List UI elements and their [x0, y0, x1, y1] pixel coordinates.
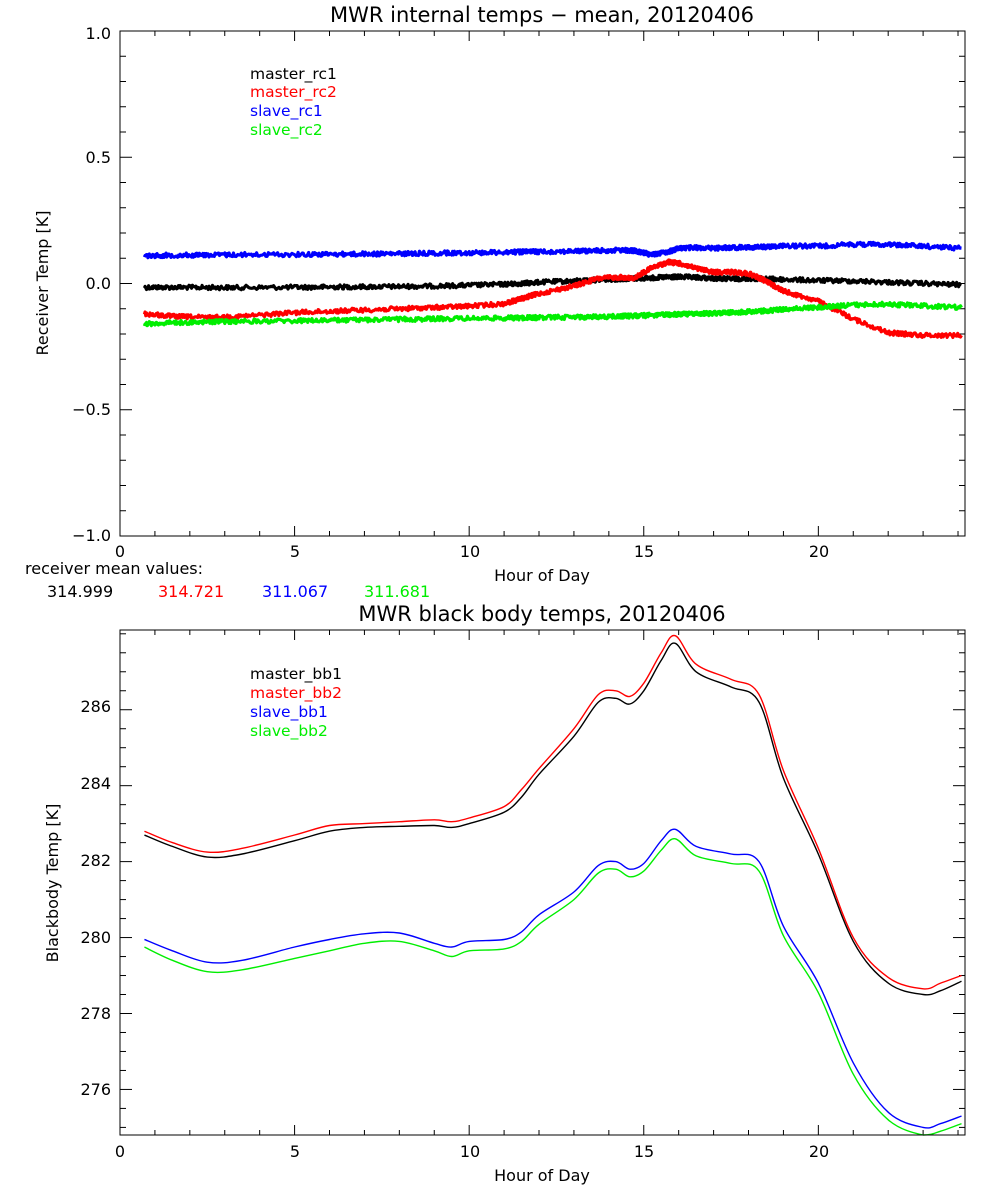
receiver-legend: master_rc1 master_rc2 slave_rc1 slave_rc…	[250, 65, 337, 140]
x-tick-label: 20	[809, 542, 829, 561]
receiver-series-slave-rc1	[142, 240, 963, 260]
y-tick-label: −1.0	[72, 526, 111, 545]
receiver-series-master-rc1	[142, 273, 963, 292]
x-tick-label: 5	[290, 542, 300, 561]
y-tick-label: 278	[80, 1004, 111, 1023]
x-tick-label: 15	[634, 542, 654, 561]
x-tick-label: 10	[460, 542, 480, 561]
x-tick-label: 5	[290, 1142, 300, 1161]
blackbody-series-master-bb1	[144, 642, 962, 996]
blackbody-plot-frame	[119, 629, 966, 1136]
receiver-plot-frame	[119, 30, 966, 537]
blackbody-series-slave-bb2	[144, 838, 962, 1136]
legend-entry-master-rc2: master_rc2	[250, 83, 337, 102]
y-tick-label: 280	[80, 928, 111, 947]
blackbody-x-axis-label: Hour of Day	[494, 1166, 590, 1185]
y-tick-label: 1.0	[86, 24, 111, 43]
receiver-series-master-rc2	[142, 258, 963, 339]
y-tick-label: 286	[80, 697, 111, 716]
receiver-temp-panel: MWR internal temps − mean, 20120406 0 5 …	[33, 3, 966, 585]
x-tick-label: 0	[115, 1142, 125, 1161]
blackbody-temp-panel: MWR black body temps, 20120406 0 5 10 15…	[43, 602, 966, 1185]
legend-entry-slave-rc1: slave_rc1	[250, 102, 323, 121]
legend-entry-master-bb1: master_bb1	[250, 665, 342, 684]
x-tick-label: 0	[115, 542, 125, 561]
x-tick-label: 20	[809, 1142, 829, 1161]
legend-entry-slave-rc2: slave_rc2	[250, 121, 323, 140]
mean-value-slave-rc2: 311.681	[364, 582, 430, 601]
y-tick-label: 276	[80, 1080, 111, 1099]
legend-entry-slave-bb2: slave_bb2	[250, 722, 328, 741]
blackbody-plot-area	[119, 630, 965, 1136]
mean-value-master-rc1: 314.999	[47, 582, 113, 601]
receiver-plot-area	[119, 30, 965, 537]
blackbody-y-axis-label: Blackbody Temp [K]	[43, 804, 62, 963]
receiver-chart-title: MWR internal temps − mean, 20120406	[330, 3, 754, 27]
blackbody-chart-title: MWR black body temps, 20120406	[358, 602, 725, 626]
receiver-x-axis-label: Hour of Day	[494, 566, 590, 585]
legend-entry-master-rc1: master_rc1	[250, 65, 337, 84]
mean-values-label: receiver mean values:	[25, 559, 203, 578]
blackbody-legend: master_bb1 master_bb2 slave_bb1 slave_bb…	[250, 665, 342, 741]
blackbody-series-master-bb2	[144, 634, 962, 990]
receiver-series-slave-rc2	[142, 300, 963, 328]
y-tick-label: 282	[80, 851, 111, 870]
receiver-mean-values: receiver mean values: 314.999 314.721 31…	[25, 559, 430, 601]
mean-value-slave-rc1: 311.067	[262, 582, 328, 601]
receiver-y-axis-label: Receiver Temp [K]	[33, 210, 52, 355]
legend-entry-slave-bb1: slave_bb1	[250, 703, 328, 722]
mean-value-master-rc2: 314.721	[158, 582, 224, 601]
x-tick-label: 15	[634, 1142, 654, 1161]
blackbody-series-slave-bb1	[144, 828, 962, 1129]
x-tick-label: 10	[460, 1142, 480, 1161]
y-tick-label: 0.0	[86, 274, 111, 293]
y-tick-label: 284	[80, 774, 111, 793]
y-tick-label: −0.5	[72, 400, 111, 419]
y-tick-label: 0.5	[86, 148, 111, 167]
legend-entry-master-bb2: master_bb2	[250, 684, 342, 703]
